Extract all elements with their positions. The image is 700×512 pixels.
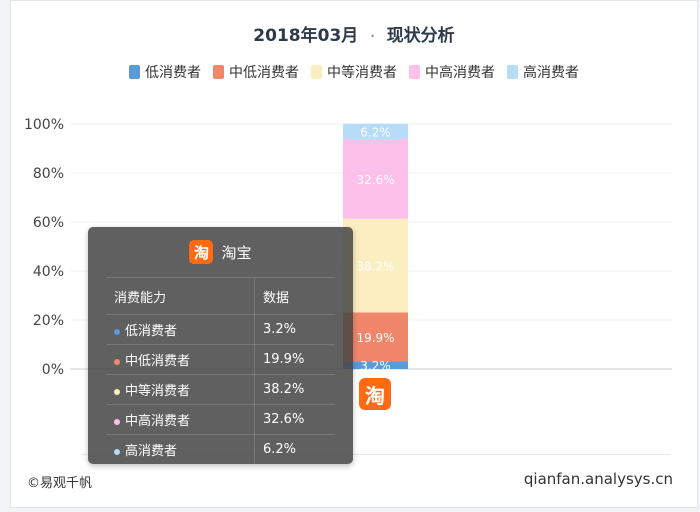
legend-label: 中等消费者 <box>327 65 397 81</box>
tooltip-row-label: 中低消费者 <box>125 354 191 369</box>
legend-item-mid-low[interactable]: 中低消费者 <box>213 62 299 82</box>
taobao-logo-icon: 淘 <box>359 378 391 410</box>
series-dot-icon <box>114 358 120 365</box>
footer-divider <box>81 454 671 455</box>
tooltip-row-label: 中高消费者 <box>125 414 191 429</box>
tooltip-col-header: 消费能力 <box>106 278 255 315</box>
tooltip-header-row: 消费能力 数据 <box>106 278 335 315</box>
bar-segment[interactable] <box>343 361 408 369</box>
tooltip-table: 消费能力 数据 低消费者 3.2% 中低消费者 19.9% 中等消费者 38.2… <box>106 278 335 464</box>
title-separator: · <box>370 29 375 43</box>
bar-data-label: 38.2% <box>356 260 394 274</box>
legend-item-high[interactable]: 高消费者 <box>507 62 579 82</box>
tooltip-row-value: 38.2% <box>254 374 335 405</box>
tooltip: 淘 淘宝 消费能力 数据 低消费者 3.2% 中低消费者 19.9% 中等消费者… <box>88 227 353 464</box>
tooltip-row-label: 中等消费者 <box>125 384 191 399</box>
tooltip-row-value: 6.2% <box>263 442 297 457</box>
tooltip-header: 淘 淘宝 <box>106 227 335 278</box>
brand-footer: ©易观千帆 <box>27 476 93 491</box>
tooltip-row-label: 低消费者 <box>125 324 178 339</box>
y-tick-label: 100% <box>24 117 64 133</box>
title-main: 现状分析 <box>386 26 455 46</box>
tooltip-col-header: 数据 <box>254 278 335 315</box>
y-tick-label: 60% <box>33 215 64 231</box>
tooltip-row: 低消费者 3.2% <box>106 314 335 345</box>
tooltip-row-name: 低消费者 <box>106 314 255 345</box>
tooltip-row-value: 3.2% <box>254 314 335 345</box>
tooltip-row: 中低消费者 19.9% <box>106 344 335 375</box>
legend-item-mid-high[interactable]: 中高消费者 <box>409 62 495 82</box>
bar-data-label: 19.9% <box>356 331 394 345</box>
legend-label: 中低消费者 <box>229 65 299 81</box>
tooltip-row-name: 中高消费者 <box>106 404 255 435</box>
taobao-logo-icon: 淘 <box>189 240 214 264</box>
y-tick-label: 40% <box>33 264 64 280</box>
bar-data-label: 32.6% <box>356 173 394 187</box>
legend-swatch <box>213 65 224 79</box>
tooltip-row-name: 高消费者 <box>106 434 255 464</box>
tooltip-row-name: 中等消费者 <box>106 374 255 405</box>
legend-label: 高消费者 <box>523 65 579 81</box>
bar-data-label: 3.2% <box>360 359 391 373</box>
chart-title: 2018年03月 · 现状分析 <box>11 21 697 46</box>
tooltip-row-label: 高消费者 <box>125 444 178 459</box>
legend-swatch <box>129 65 140 79</box>
legend-swatch <box>507 65 518 79</box>
title-date: 2018年03月 <box>253 26 359 46</box>
legend-item-mid[interactable]: 中等消费者 <box>311 62 397 82</box>
legend-label: 中高消费者 <box>425 65 495 81</box>
tooltip-row: 高消费者 6.2% <box>106 434 335 464</box>
legend-swatch <box>311 65 322 79</box>
tooltip-title: 淘宝 <box>221 243 252 262</box>
y-tick-label: 20% <box>33 313 64 329</box>
bar-segment[interactable] <box>343 312 408 362</box>
source-url: qianfan.analysys.cn <box>523 470 673 488</box>
bar-segment[interactable] <box>343 138 408 219</box>
tooltip-row-name: 中低消费者 <box>106 344 255 375</box>
y-tick-label: 0% <box>42 362 64 378</box>
y-tick-label: 80% <box>33 166 64 182</box>
series-dot-icon <box>114 418 120 425</box>
tooltip-row-value: 19.9% <box>254 344 335 375</box>
legend: 低消费者 中低消费者 中等消费者 中高消费者 高消费者 <box>11 62 697 82</box>
legend-swatch <box>409 65 420 79</box>
bar-segment[interactable] <box>343 123 408 139</box>
series-dot-icon <box>114 448 120 455</box>
legend-label: 低消费者 <box>145 65 201 81</box>
legend-item-low[interactable]: 低消费者 <box>129 62 201 82</box>
series-dot-icon <box>114 328 120 335</box>
tooltip-row: 中等消费者 38.2% <box>106 374 335 405</box>
bar-segment[interactable] <box>343 218 408 313</box>
tooltip-row: 中高消费者 32.6% <box>106 404 335 435</box>
bar-data-label: 6.2% <box>360 125 391 139</box>
series-dot-icon <box>114 388 120 395</box>
tooltip-row-value: 32.6% <box>254 404 335 435</box>
